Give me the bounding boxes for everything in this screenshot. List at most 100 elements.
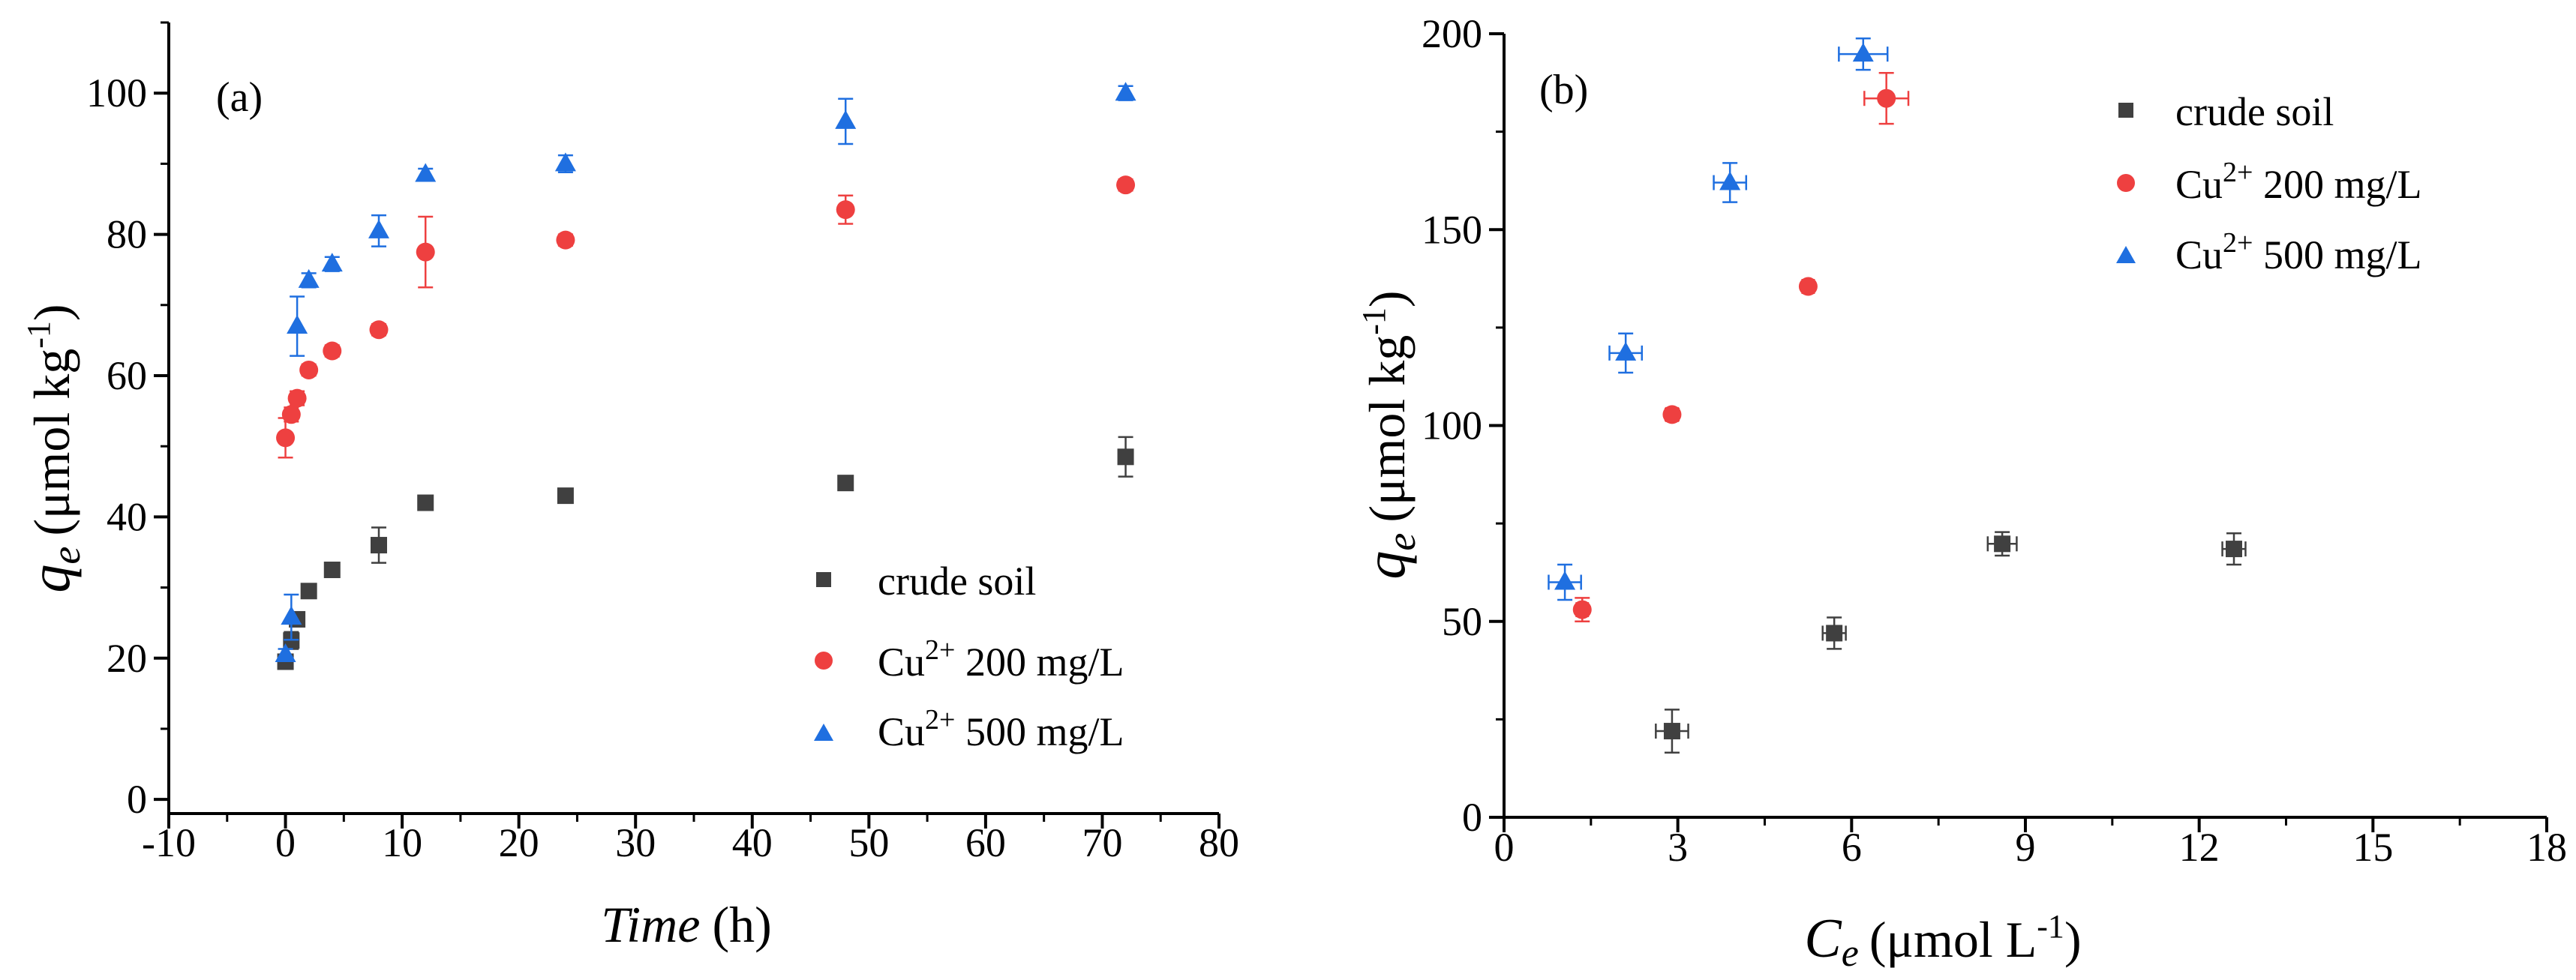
panel-b-xlabel-exponent: -1	[2037, 908, 2064, 945]
legend-a-cu500-sup: 2+	[925, 704, 955, 736]
x-tick-label: 40	[732, 820, 773, 865]
y-tick-label: 150	[1422, 207, 1482, 252]
data-point-square	[323, 562, 341, 579]
data-point-circle	[1877, 88, 1896, 108]
x-tick-label: 9	[2016, 825, 2036, 870]
x-tick-label: 12	[2179, 825, 2220, 870]
data-point-triangle	[1852, 43, 1874, 62]
data-point-triangle	[287, 315, 308, 334]
panel-b-y-axis-label: qe (μmol kg-1)	[1354, 290, 1424, 579]
legend-a-cu200-name: Cu	[878, 640, 925, 685]
legend-a-crude-marker	[816, 572, 831, 587]
x-tick-label: 30	[615, 820, 656, 865]
x-tick-label: -10	[142, 820, 196, 865]
panel-a-ylabel-exponent: -1	[20, 321, 57, 349]
panel-a-ylabel-unit: (μmol kg	[23, 349, 80, 536]
legend-b-cu500-name: Cu	[2175, 232, 2223, 277]
legend-b-cu200-label: Cu2+ 200 mg/L	[2175, 157, 2421, 207]
legend-b-cu500-marker	[2116, 246, 2136, 263]
data-point-circle	[323, 341, 342, 361]
data-point-circle	[1572, 600, 1592, 619]
panel-b-ylabel-close: )	[1359, 290, 1416, 307]
data-point-square	[300, 583, 317, 600]
data-point-square	[371, 537, 387, 554]
data-point-triangle	[1615, 341, 1637, 361]
data-point-circle	[1662, 405, 1682, 424]
data-point-triangle	[368, 219, 389, 238]
panel-a-ylabel-close: )	[23, 304, 80, 321]
y-tick-label: 40	[107, 494, 147, 539]
data-point-triangle	[1554, 571, 1576, 590]
legend-b-cu200-name: Cu	[2175, 162, 2223, 207]
x-tick-label: 0	[1494, 825, 1515, 870]
panel-b-data-marks	[1548, 37, 2247, 754]
data-point-square	[837, 475, 854, 492]
panel-a-label: (a)	[216, 74, 263, 121]
y-tick-label: 0	[1462, 795, 1482, 840]
panel-b-x-axis-label: Ce (μmol L-1)	[1804, 908, 2081, 975]
panel-a-x-axis-label: Time (h)	[601, 896, 772, 953]
panel-a-xlabel-unit: (h)	[712, 896, 771, 953]
legend-a-cu500-name: Cu	[878, 709, 925, 754]
data-point-circle	[369, 320, 389, 340]
y-tick-label: 60	[107, 353, 147, 398]
data-point-circle	[416, 242, 435, 262]
x-tick-label: 70	[1082, 820, 1122, 865]
panel-a-background	[0, 0, 1305, 980]
data-point-triangle	[275, 643, 296, 663]
x-tick-label: 50	[848, 820, 889, 865]
panel-b-ylabel-symbol: q	[1354, 551, 1417, 580]
legend-a-cu500-rest: 500 mg/L	[955, 709, 1124, 754]
panel-b-ylabel-subscript: e	[1379, 533, 1424, 551]
data-point-square	[2226, 541, 2242, 558]
panel-b-legend: crude soil Cu2+ 200 mg/L Cu2+ 500 mg/L	[2116, 89, 2421, 277]
data-point-circle	[1798, 277, 1818, 296]
panel-b-y-ticks: 0 50 100 150 200	[1422, 11, 1504, 840]
data-point-triangle	[835, 109, 857, 129]
legend-b-cu200-sup: 2+	[2223, 157, 2253, 188]
panel-a-legend: crude soil Cu2+ 200 mg/L Cu2+ 500 mg/L	[814, 559, 1124, 754]
x-tick-label: 3	[1668, 825, 1688, 870]
data-point-circle	[287, 388, 307, 408]
panel-a-y-ticks: 0 20 40 60 80 100	[86, 21, 169, 822]
data-point-triangle	[1719, 171, 1741, 190]
data-point-circle	[281, 405, 301, 424]
data-point-triangle	[554, 152, 576, 172]
panel-a-x-ticks: -10 0 10 20 30 40 50 60 70 80	[142, 814, 1239, 865]
data-point-circle	[836, 200, 855, 220]
data-point-square	[1994, 535, 2011, 553]
data-point-triangle	[298, 268, 320, 288]
data-point-square	[1826, 625, 1843, 642]
panel-a-y-axis-label: qe (μmol kg-1)	[19, 304, 89, 592]
y-tick-label: 20	[107, 636, 147, 681]
y-tick-label: 200	[1422, 11, 1482, 56]
data-point-circle	[299, 360, 319, 379]
panel-b-ylabel-exponent: -1	[1356, 307, 1392, 335]
x-tick-label: 6	[1842, 825, 1862, 870]
panel-a-ylabel-symbol: q	[19, 565, 82, 593]
data-point-circle	[556, 230, 575, 250]
data-point-circle	[1116, 175, 1136, 195]
x-tick-label: 60	[965, 820, 1006, 865]
y-tick-label: 100	[86, 70, 147, 115]
data-point-triangle	[281, 606, 302, 625]
panel-b-ylabel-unit: (μmol kg	[1359, 335, 1416, 523]
x-tick-label: 18	[2526, 825, 2567, 870]
legend-b-cu500-rest: 500 mg/L	[2253, 232, 2421, 277]
panel-a-xlabel-name: Time	[601, 896, 700, 953]
legend-b-crude-marker	[2118, 103, 2133, 118]
x-tick-label: 0	[275, 820, 296, 865]
data-point-square	[1663, 723, 1680, 740]
data-point-square	[557, 487, 574, 505]
legend-b-cu500-sup: 2+	[2223, 227, 2253, 259]
legend-a-cu500-marker	[814, 724, 833, 741]
data-point-triangle	[321, 253, 343, 272]
y-tick-label: 50	[1442, 599, 1482, 644]
y-tick-label: 80	[107, 212, 147, 257]
legend-b-cu500-label: Cu2+ 500 mg/L	[2175, 227, 2421, 277]
legend-b-cu200-marker	[2117, 174, 2135, 192]
y-tick-label: 0	[127, 777, 147, 822]
